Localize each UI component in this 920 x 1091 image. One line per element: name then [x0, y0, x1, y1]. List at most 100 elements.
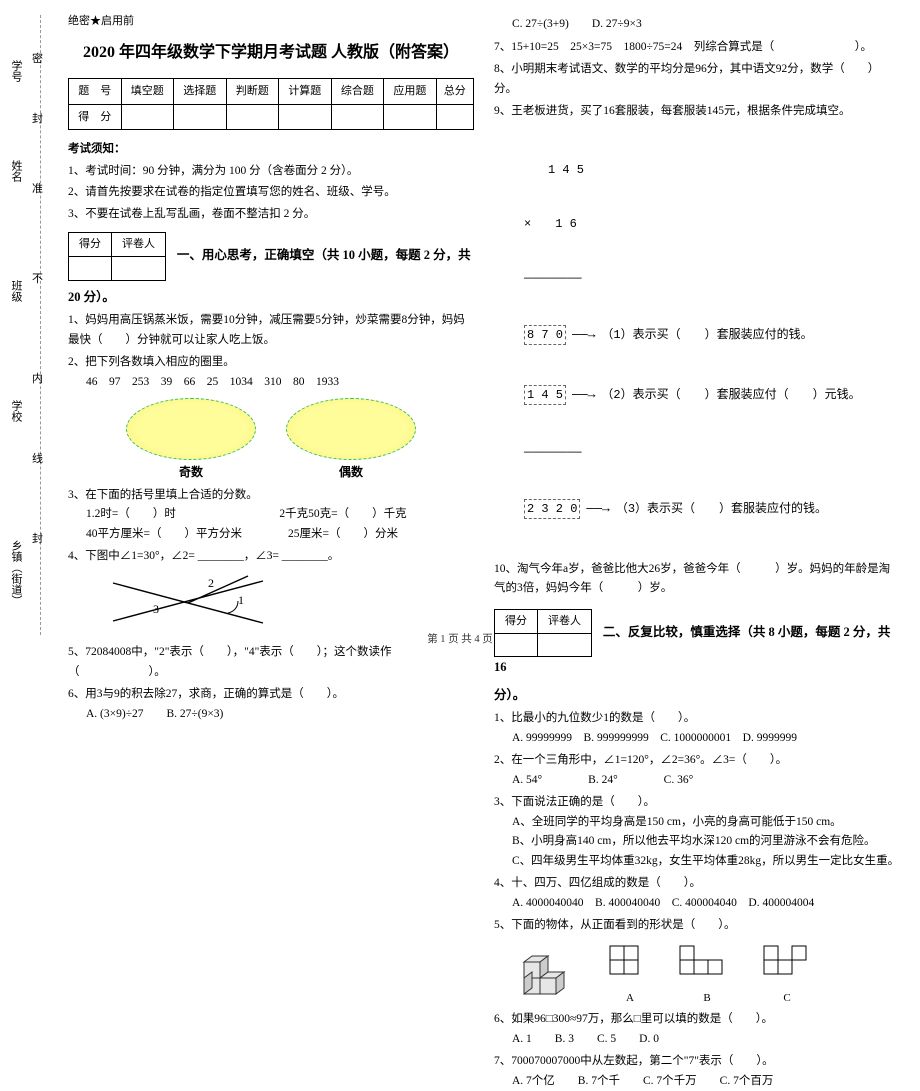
view-option-a: A	[606, 942, 654, 1007]
td[interactable]	[174, 104, 227, 130]
score-table: 题 号 填空题 选择题 判断题 计算题 综合题 应用题 总分 得 分	[68, 78, 474, 130]
label-odd: 奇数	[126, 462, 256, 482]
td[interactable]	[226, 104, 279, 130]
mini-th: 得分	[495, 609, 538, 633]
question-2-7: 7、700070007000中从左数起，第二个"7"表示（ ）。 A. 7个亿 …	[494, 1052, 900, 1091]
view-option-c: C	[760, 942, 814, 1007]
q-text: 2、在一个三角形中，∠1=120°，∠2=36°。∠3=（ ）。	[494, 751, 900, 771]
q-options: A. 7个亿 B. 7个千 C. 7个千万 C. 7个百万	[494, 1072, 900, 1091]
td[interactable]	[384, 104, 437, 130]
view-label-b: B	[676, 989, 738, 1008]
grid-a-icon	[606, 942, 654, 978]
view-option-b: B	[676, 942, 738, 1007]
mult-line: × 1 6	[524, 215, 900, 233]
svg-text:3: 3	[153, 602, 159, 616]
side-char: 不	[32, 270, 43, 286]
question-2-5: 5、下面的物体，从正面看到的形状是（ ）。	[494, 916, 900, 1007]
mini-cell[interactable]	[112, 257, 166, 281]
note-item: 1、考试时间：90 分钟，满分为 100 分（含卷面分 2 分）。	[68, 162, 474, 182]
th: 题 号	[69, 78, 122, 104]
mult-divider: ————————	[524, 269, 900, 287]
td[interactable]	[331, 104, 384, 130]
cube-views: A B	[514, 942, 900, 1007]
dashed-result: 1 4 5	[524, 385, 566, 405]
grid-c-icon	[760, 942, 814, 978]
label-class: 班级	[8, 280, 24, 302]
q6-options-cd: C. 27÷(3+9) D. 27÷9×3	[494, 15, 900, 35]
question-3: 3、在下面的括号里填上合适的分数。 1.2时=（ ）时 2千克50克=（ ）千克…	[68, 486, 474, 545]
grid-b-icon	[676, 942, 738, 978]
td[interactable]	[279, 104, 332, 130]
question-2-1: 1、比最小的九位数少1的数是（ ）。 A. 99999999 B. 999999…	[494, 709, 900, 748]
td[interactable]	[436, 104, 473, 130]
mini-cell[interactable]	[69, 257, 112, 281]
q-text: 6、如果96□300≈97万，那么□里可以填的数是（ ）。	[494, 1010, 900, 1030]
section1-questions-cont: C. 27÷(3+9) D. 27÷9×3 7、15+10=25 25×3=75…	[494, 15, 900, 599]
multiplication-work: 1 4 5 × 1 6 ———————— 8 7 0 ——→ （1）表示买（ ）…	[524, 125, 900, 557]
section1-title: 一、用心思考，正确填空（共 10 小题，每题 2 分，共	[177, 248, 471, 262]
q-option-c: C、四年级男生平均体重32kg，女生平均体重28kg，所以男生一定比女生重。	[494, 852, 900, 872]
td: 得 分	[69, 104, 122, 130]
rater-table: 得分评卷人	[68, 232, 166, 280]
note-item: 3、不要在试卷上乱写乱画，卷面不整洁扣 2 分。	[68, 205, 474, 225]
td[interactable]	[121, 104, 174, 130]
notes-heading: 考试须知：	[68, 140, 474, 160]
label-township: 乡镇（街道）	[8, 540, 24, 606]
arrow-icon: ——→	[572, 325, 595, 345]
ellipse-odd[interactable]	[126, 398, 256, 460]
q-text: 1、比最小的九位数少1的数是（ ）。	[494, 709, 900, 729]
label-student-id: 学号	[8, 60, 24, 82]
secret-label: 绝密★启用前	[68, 12, 474, 31]
arrow-icon: ——→	[586, 499, 609, 519]
label-name: 姓名	[8, 160, 24, 182]
question-8: 8、小明期末考试语文、数学的平均分是96分，其中语文92分，数学（ ）分。	[494, 60, 900, 99]
section1-header: 得分评卷人 一、用心思考，正确填空（共 10 小题，每题 2 分，共	[68, 232, 474, 280]
q-options: A. 99999999 B. 999999999 C. 1000000001 D…	[494, 729, 900, 749]
svg-text:1: 1	[238, 593, 244, 607]
mini-th: 评卷人	[112, 233, 166, 257]
mult-result-row: 2 3 2 0 ——→ （3）表示买（ ）套服装应付的钱。	[524, 499, 900, 519]
binding-margin: 学号 姓名 班级 学校 乡镇（街道） 密 封 准 不 内 线 封	[0, 0, 60, 650]
arrow-icon: ——→	[572, 385, 595, 405]
question-7: 7、15+10=25 25×3=75 1800÷75=24 列综合算式是（ ）。	[494, 38, 900, 58]
ellipse-labels: 奇数 偶数	[68, 462, 474, 482]
mini-th: 评卷人	[538, 609, 592, 633]
th: 总分	[436, 78, 473, 104]
ellipse-even[interactable]	[286, 398, 416, 460]
label-even: 偶数	[286, 462, 416, 482]
question-10: 10、淘气今年a岁，爸爸比他大26岁，爸爸今年（ ）岁。妈妈的年龄是淘气的3倍，…	[494, 560, 900, 599]
page-footer: 第 1 页 共 4 页	[0, 631, 920, 646]
table-row: 题 号 填空题 选择题 判断题 计算题 综合题 应用题 总分	[69, 78, 474, 104]
question-5: 5、72084008中，"2"表示（ ），"4"表示（ ）；这个数读作（ ）。	[68, 643, 474, 682]
mult-result-row: 1 4 5 ——→ （2）表示买（ ）套服装应付（ ）元钱。	[524, 385, 900, 405]
th: 填空题	[121, 78, 174, 104]
exam-notes: 考试须知： 1、考试时间：90 分钟，满分为 100 分（含卷面分 2 分）。 …	[68, 140, 474, 224]
cube-3d-icon	[514, 948, 584, 1000]
q9-text: 9、王老板进货，买了16套服装，每套服装145元，根据条件完成填空。	[494, 102, 900, 122]
svg-text:2: 2	[208, 576, 214, 590]
mult-divider: ————————	[524, 443, 900, 461]
question-4: 4、下图中∠1=30°，∠2= ________，∠3= ________。 2…	[68, 547, 474, 640]
q-option-a: A、全班同学的平均身高是150 cm，小亮的身高可能低于150 cm。	[494, 813, 900, 833]
th: 计算题	[279, 78, 332, 104]
question-2-3: 3、下面说法正确的是（ ）。 A、全班同学的平均身高是150 cm，小亮的身高可…	[494, 793, 900, 871]
q-text: 7、700070007000中从左数起，第二个"7"表示（ ）。	[494, 1052, 900, 1072]
q3-line-a: 1.2时=（ ）时 2千克50克=（ ）千克	[68, 505, 474, 525]
q-text: 4、十、四万、四亿组成的数是（ ）。	[494, 874, 900, 894]
question-2-2: 2、在一个三角形中，∠1=120°，∠2=36°。∠3=（ ）。 A. 54° …	[494, 751, 900, 790]
th: 判断题	[226, 78, 279, 104]
left-column: 绝密★启用前 2020 年四年级数学下学期月考试题 人教版（附答案） 题 号 填…	[68, 12, 474, 642]
mini-th: 得分	[69, 233, 112, 257]
question-9: 9、王老板进货，买了16套服装，每套服装145元，根据条件完成填空。 1 4 5…	[494, 102, 900, 557]
mult-explain: （3）表示买（ ）套服装应付的钱。	[616, 500, 827, 518]
mult-result-row: 8 7 0 ——→ （1）表示买（ ）套服装应付的钱。	[524, 325, 900, 345]
venn-diagram	[68, 398, 474, 460]
view-label-a: A	[606, 989, 654, 1008]
question-2-6: 6、如果96□300≈97万，那么□里可以填的数是（ ）。 A. 1 B. 3 …	[494, 1010, 900, 1049]
question-6: 6、用3与9的积去除27，求商，正确的算式是（ ）。 A. (3×9)÷27 B…	[68, 685, 474, 724]
dashed-result: 8 7 0	[524, 325, 566, 345]
table-row: 得 分	[69, 104, 474, 130]
q-text: 5、下面的物体，从正面看到的形状是（ ）。	[494, 916, 900, 936]
exam-title: 2020 年四年级数学下学期月考试题 人教版（附答案）	[68, 39, 474, 66]
question-1: 1、妈妈用高压锅蒸米饭，需要10分钟，减压需要5分钟，炒菜需要8分钟，妈妈最快（…	[68, 311, 474, 350]
